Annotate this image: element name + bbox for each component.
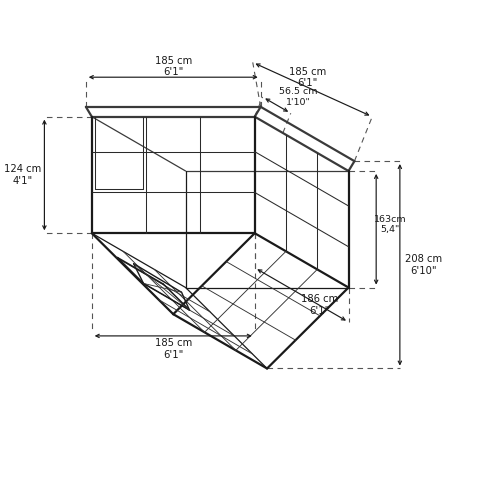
Text: 163cm
5,4": 163cm 5,4"	[374, 214, 406, 234]
Text: 185 cm
6'1": 185 cm 6'1"	[154, 338, 192, 359]
Text: 208 cm
6'10": 208 cm 6'10"	[405, 254, 442, 276]
Text: 185 cm
6'1": 185 cm 6'1"	[289, 67, 326, 88]
Text: 185 cm
6'1": 185 cm 6'1"	[154, 56, 192, 77]
Text: 124 cm
4'1": 124 cm 4'1"	[4, 164, 42, 186]
Text: 56.5 cm
1'10": 56.5 cm 1'10"	[279, 88, 318, 107]
Text: 186 cm
6'1": 186 cm 6'1"	[301, 294, 338, 316]
